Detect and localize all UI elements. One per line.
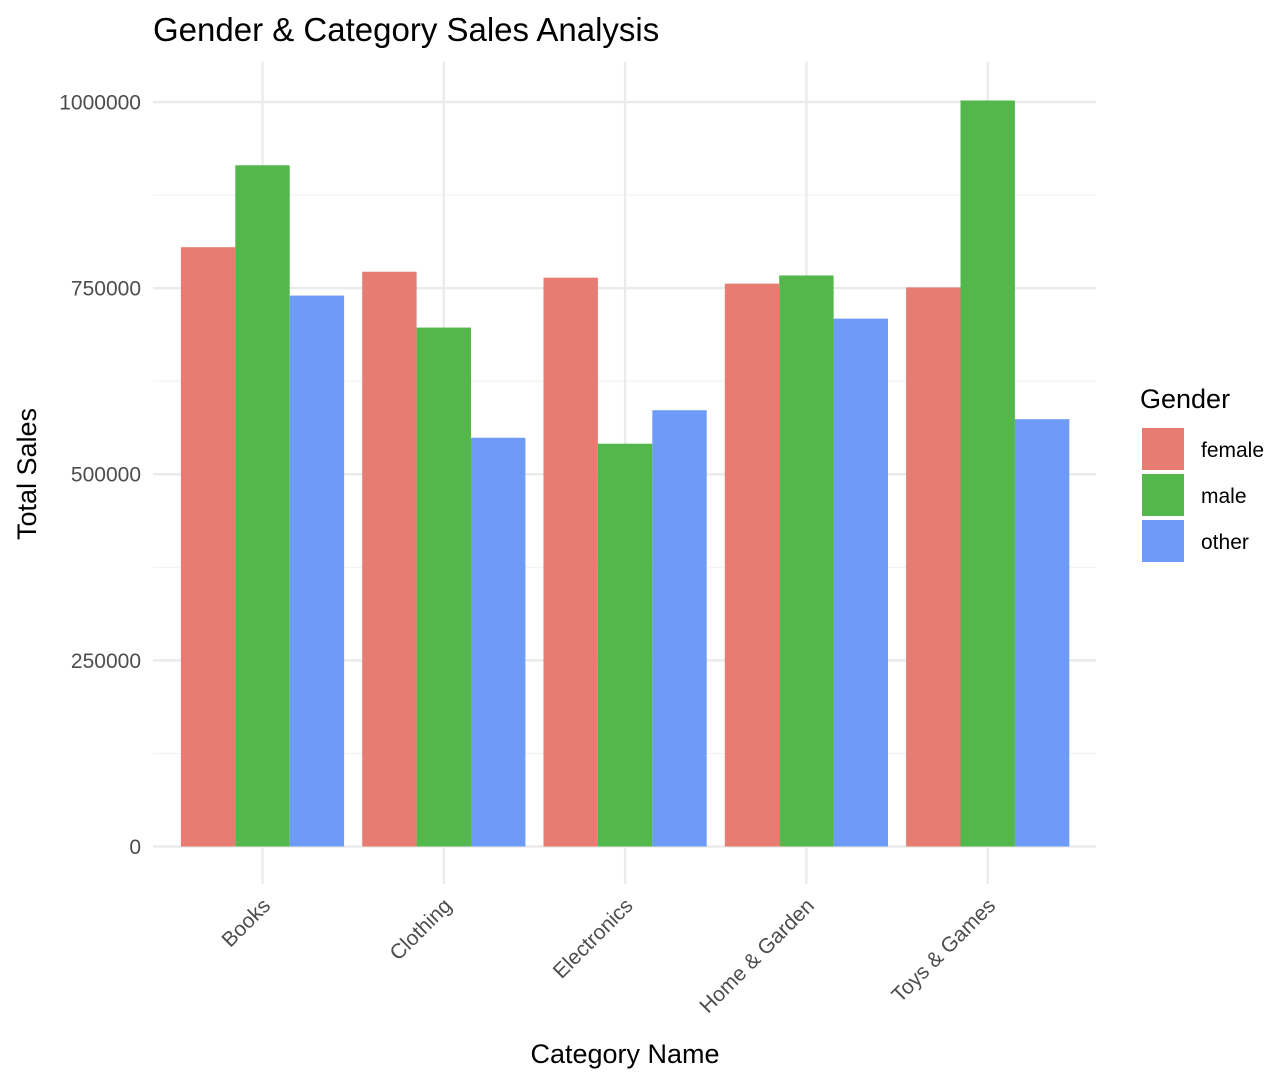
bar-other-clothing [471,437,526,847]
legend-title: Gender [1140,384,1230,414]
x-axis-title: Category Name [530,1039,719,1069]
chart-title: Gender & Category Sales Analysis [153,11,659,48]
x-tick-label: Home & Garden [695,894,819,1018]
x-tick-label: Clothing [386,894,457,965]
x-tick-label: Books [217,894,275,952]
bar-other-books [289,295,345,847]
bars [180,100,1070,847]
bar-female-clothing [362,271,417,847]
legend-items: female male other [1142,428,1264,562]
bar-other-toys-games [1014,419,1070,847]
bar-female-toys-games [906,287,961,847]
y-tick-label: 1000000 [59,91,141,114]
y-tick-label: 750000 [71,278,141,301]
y-tick-label: 250000 [71,650,141,673]
legend-key-male [1142,474,1184,516]
bar-other-electronics [652,410,707,847]
bar-male-clothing [416,327,471,847]
bar-male-toys-games [960,100,1015,847]
bar-male-electronics [597,443,653,847]
bar-female-electronics [543,277,598,847]
legend-label-female: female [1201,439,1264,462]
legend-label-other: other [1201,531,1249,554]
y-tick-label: 0 [129,836,141,859]
x-tick-label: Electronics [549,894,638,983]
y-axis-ticks: 0 250000 500000 750000 1000000 [59,91,141,859]
bar-male-books [235,165,290,847]
legend-key-female [1142,428,1184,470]
bar-female-books [180,247,236,847]
x-tick-label: Toys & Games [887,894,1000,1007]
legend-label-male: male [1201,485,1247,508]
y-tick-label: 500000 [71,464,141,487]
bar-female-home-garden [724,283,780,847]
legend-key-other [1142,520,1184,562]
bar-other-home-garden [833,318,888,847]
legend: Gender female male other [1140,384,1264,562]
x-axis-ticks: Books Clothing Electronics Home & Garden Toy… [217,894,1000,1018]
bar-male-home-garden [779,275,834,847]
y-axis-title: Total Sales [12,408,42,540]
